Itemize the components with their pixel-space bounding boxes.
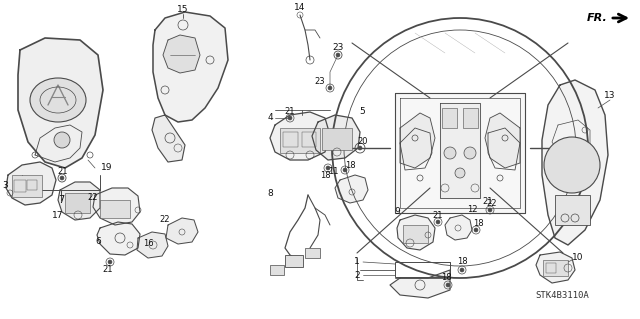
Bar <box>305 248 320 258</box>
Text: 14: 14 <box>294 4 306 12</box>
Circle shape <box>488 208 492 212</box>
Bar <box>27 180 37 190</box>
Text: 21: 21 <box>433 211 444 219</box>
Text: 18: 18 <box>441 273 451 283</box>
Text: 8: 8 <box>267 189 273 198</box>
Bar <box>403 225 428 243</box>
Circle shape <box>108 260 112 264</box>
Text: STK4B3110A: STK4B3110A <box>535 291 589 300</box>
Text: 23: 23 <box>315 78 325 86</box>
Circle shape <box>343 168 347 172</box>
Circle shape <box>464 147 476 159</box>
Polygon shape <box>163 35 200 73</box>
Text: 19: 19 <box>101 164 113 173</box>
Text: 3: 3 <box>2 181 8 189</box>
Polygon shape <box>536 252 575 283</box>
Text: 20: 20 <box>358 137 368 146</box>
Bar <box>270 265 284 275</box>
Circle shape <box>444 147 456 159</box>
Polygon shape <box>58 182 100 220</box>
Polygon shape <box>400 113 435 168</box>
Bar <box>283 132 298 147</box>
Polygon shape <box>312 115 360 160</box>
Circle shape <box>460 268 464 272</box>
Text: 17: 17 <box>52 211 64 219</box>
Text: 21: 21 <box>58 167 68 176</box>
Text: 22: 22 <box>487 198 497 207</box>
Text: 12: 12 <box>467 205 477 214</box>
Text: FR.: FR. <box>588 13 608 23</box>
Polygon shape <box>6 162 56 205</box>
Circle shape <box>328 86 332 90</box>
Polygon shape <box>270 112 330 160</box>
Polygon shape <box>166 218 198 244</box>
Text: 16: 16 <box>143 239 154 248</box>
Text: 18: 18 <box>457 257 467 266</box>
Bar <box>463 108 478 128</box>
Text: 6: 6 <box>95 238 101 247</box>
Text: 9: 9 <box>394 207 400 217</box>
Bar <box>543 260 568 276</box>
Text: 23: 23 <box>332 43 344 53</box>
Bar <box>280 128 320 153</box>
Circle shape <box>455 168 465 178</box>
Polygon shape <box>153 12 228 122</box>
Circle shape <box>474 228 478 232</box>
Polygon shape <box>390 270 450 298</box>
Text: 15: 15 <box>177 5 189 14</box>
Circle shape <box>544 137 600 193</box>
Text: 21: 21 <box>285 108 295 116</box>
Text: 18: 18 <box>320 170 330 180</box>
Text: 18: 18 <box>345 160 355 169</box>
Text: 4: 4 <box>267 114 273 122</box>
Text: 10: 10 <box>572 254 584 263</box>
Polygon shape <box>445 215 472 240</box>
Text: 21: 21 <box>483 197 493 206</box>
Bar <box>546 263 556 273</box>
Bar <box>302 132 316 147</box>
Polygon shape <box>485 113 520 168</box>
Circle shape <box>60 176 64 180</box>
Polygon shape <box>542 80 608 245</box>
Polygon shape <box>397 215 435 250</box>
Bar <box>65 193 90 213</box>
Text: 13: 13 <box>604 91 616 100</box>
Circle shape <box>54 132 70 148</box>
Bar <box>100 200 130 218</box>
Text: 11: 11 <box>328 167 339 176</box>
Polygon shape <box>18 38 103 168</box>
Text: 18: 18 <box>473 219 483 228</box>
Text: 2: 2 <box>354 271 360 279</box>
Bar <box>322 128 352 150</box>
Text: 22: 22 <box>160 216 170 225</box>
Text: 7: 7 <box>58 195 64 205</box>
Polygon shape <box>152 115 185 162</box>
Circle shape <box>446 283 450 287</box>
Polygon shape <box>335 175 368 203</box>
Bar <box>442 108 457 128</box>
Bar <box>285 255 303 267</box>
Circle shape <box>288 116 292 120</box>
Polygon shape <box>93 188 140 225</box>
Bar <box>555 195 590 225</box>
Polygon shape <box>97 222 140 255</box>
Polygon shape <box>395 93 525 213</box>
Ellipse shape <box>30 78 86 122</box>
Circle shape <box>358 146 362 150</box>
Circle shape <box>326 166 330 170</box>
Text: 1: 1 <box>354 257 360 266</box>
Polygon shape <box>137 232 168 258</box>
Bar <box>14 180 26 192</box>
Bar <box>395 262 450 277</box>
Text: 5: 5 <box>359 108 365 116</box>
Text: 21: 21 <box>103 265 113 275</box>
Text: 22: 22 <box>88 194 99 203</box>
Bar <box>12 175 42 197</box>
Polygon shape <box>440 103 480 198</box>
Circle shape <box>336 53 340 57</box>
Circle shape <box>436 220 440 224</box>
